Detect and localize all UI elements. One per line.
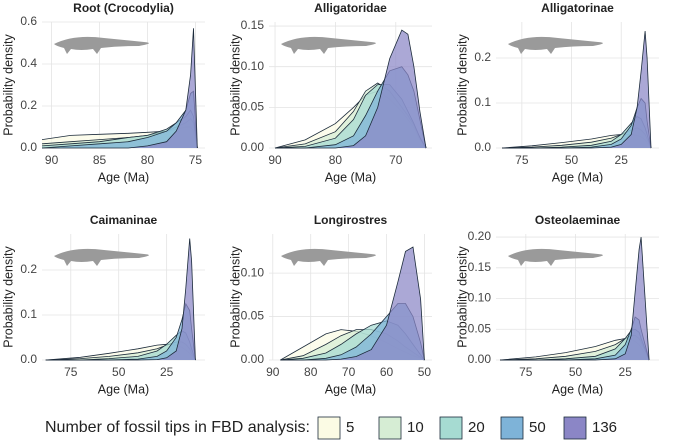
y-tick-label: 0.2 (474, 50, 491, 64)
y-tick-label: 0.20 (468, 229, 492, 243)
silhouette (508, 36, 603, 54)
x-tick-label: 75 (64, 365, 78, 379)
density-area (45, 330, 196, 360)
density-area (275, 30, 426, 149)
silhouette (508, 248, 603, 266)
silhouette (281, 248, 376, 266)
density-area (280, 247, 425, 360)
y-tick-label: 0.2 (20, 262, 37, 276)
density-area (500, 237, 650, 360)
x-axis-title: Age (Ma) (325, 170, 376, 184)
x-tick-label: 80 (329, 153, 343, 167)
legend-title: Number of fossil tips in FBD analysis: (45, 419, 310, 436)
x-tick-label: 80 (304, 365, 318, 379)
y-tick-label: 0.15 (468, 260, 492, 274)
x-tick-label: 50 (112, 365, 126, 379)
x-tick-label: 25 (160, 365, 174, 379)
y-tick-label: 0.6 (20, 14, 37, 28)
density-line (45, 238, 196, 361)
x-tick-label: 80 (141, 153, 155, 167)
x-tick-label: 75 (519, 365, 533, 379)
y-axis-title: Probability density (1, 34, 15, 136)
y-tick-label: 0.10 (241, 265, 265, 279)
density-area (45, 238, 196, 360)
y-axis-title: Probability density (228, 34, 242, 136)
legend-swatch (317, 416, 341, 440)
y-tick-label: 0.4 (20, 56, 37, 70)
x-tick-label: 60 (380, 365, 394, 379)
legend-swatch (378, 416, 402, 440)
panel-title: Alligatorinae (541, 1, 614, 15)
x-tick-label: 75 (189, 153, 203, 167)
y-axis-title: Probability density (455, 34, 469, 136)
y-tick-label: 0.10 (241, 59, 265, 73)
panel-title: Root (Crocodylia) (73, 1, 174, 15)
x-tick-label: 25 (615, 153, 629, 167)
y-tick-label: 0.00 (468, 352, 492, 366)
y-tick-label: 0.00 (241, 140, 265, 154)
density-area (42, 28, 198, 148)
density-line (500, 237, 650, 361)
y-tick-label: 0.1 (20, 307, 37, 321)
y-tick-label: 0.05 (468, 321, 492, 335)
x-axis-title: Age (Ma) (325, 382, 376, 396)
silhouette (281, 36, 376, 54)
x-tick-label: 50 (418, 365, 432, 379)
silhouette (54, 36, 149, 54)
x-axis-title: Age (Ma) (98, 170, 149, 184)
x-tick-label: 90 (45, 153, 59, 167)
x-tick-label: 70 (342, 365, 356, 379)
legend-label: 20 (468, 419, 485, 436)
density-line (280, 246, 425, 361)
legend-swatch (563, 416, 587, 440)
x-tick-label: 75 (515, 153, 529, 167)
silhouette (54, 248, 149, 266)
x-axis-title: Age (Ma) (98, 382, 149, 396)
x-tick-label: 25 (619, 365, 633, 379)
y-tick-label: 0.0 (20, 352, 37, 366)
panel-title: Caimaninae (90, 213, 158, 227)
legend-label: 5 (346, 419, 354, 436)
density-line (502, 30, 652, 149)
y-tick-label: 0.0 (474, 140, 491, 154)
density-line (275, 29, 427, 149)
y-tick-label: 0.2 (20, 98, 37, 112)
density-line (42, 28, 198, 149)
y-axis-title: Probability density (455, 246, 469, 348)
y-axis-title: Probability density (1, 246, 15, 348)
y-tick-label: 0.0 (20, 140, 37, 154)
x-axis-title: Age (Ma) (552, 170, 603, 184)
y-tick-label: 0.1 (474, 95, 491, 109)
y-tick-label: 0.00 (241, 352, 265, 366)
density-area (502, 116, 651, 148)
panel-title: Alligatoridae (314, 1, 387, 15)
x-tick-label: 70 (389, 153, 403, 167)
panel-title: Osteolaeminae (535, 213, 621, 227)
density-area (502, 31, 651, 148)
x-tick-label: 90 (266, 365, 280, 379)
y-axis-title: Probability density (228, 246, 242, 348)
legend-swatch (439, 416, 463, 440)
x-tick-label: 90 (268, 153, 282, 167)
density-area (500, 329, 650, 360)
y-tick-label: 0.05 (241, 309, 265, 323)
y-tick-label: 0.05 (241, 100, 265, 114)
x-axis-title: Age (Ma) (552, 382, 603, 396)
legend-label: 136 (592, 419, 617, 436)
x-tick-label: 85 (93, 153, 107, 167)
legend-swatch (500, 416, 524, 440)
y-tick-label: 0.10 (468, 291, 492, 305)
panel-title: Longirostres (314, 213, 388, 227)
legend-label: 50 (529, 419, 546, 436)
x-tick-label: 50 (569, 365, 583, 379)
y-tick-label: 0.15 (241, 18, 265, 32)
legend-label: 10 (407, 419, 424, 436)
x-tick-label: 50 (565, 153, 579, 167)
